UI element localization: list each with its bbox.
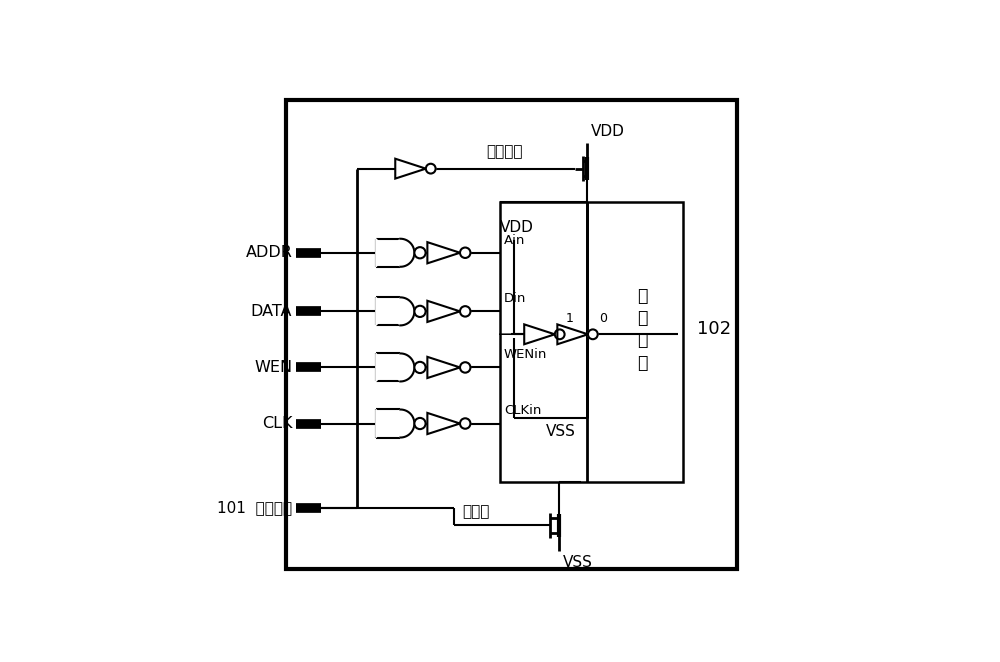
Circle shape (414, 247, 426, 258)
Text: Ain: Ain (504, 234, 525, 247)
Text: CLKin: CLKin (504, 404, 541, 418)
Polygon shape (427, 242, 460, 263)
Circle shape (588, 330, 598, 339)
Circle shape (460, 248, 470, 258)
Polygon shape (524, 324, 555, 344)
Polygon shape (376, 239, 414, 267)
Text: 1: 1 (566, 312, 574, 325)
Text: WEN: WEN (254, 360, 292, 375)
Text: ADDR: ADDR (245, 245, 292, 260)
Polygon shape (376, 354, 414, 381)
Polygon shape (376, 297, 414, 326)
Bar (500, 202, 683, 482)
Text: Din: Din (504, 292, 526, 305)
Text: 101  控制端口: 101 控制端口 (217, 500, 292, 515)
Polygon shape (427, 413, 460, 434)
Text: CLK: CLK (262, 416, 292, 431)
Text: VDD: VDD (500, 220, 534, 235)
Circle shape (426, 164, 436, 173)
Text: 逻
辑
电
路: 逻 辑 电 路 (637, 287, 648, 371)
Circle shape (460, 362, 470, 373)
Text: VSS: VSS (563, 555, 593, 570)
Circle shape (460, 306, 470, 316)
Text: 0: 0 (599, 312, 607, 325)
Circle shape (414, 418, 426, 429)
Text: 电源控制: 电源控制 (486, 144, 522, 160)
Polygon shape (376, 410, 414, 438)
Text: −: − (497, 325, 513, 344)
Polygon shape (427, 301, 460, 322)
Circle shape (414, 306, 426, 317)
Circle shape (460, 418, 470, 429)
Text: 102: 102 (697, 320, 731, 338)
Polygon shape (557, 324, 588, 344)
Polygon shape (395, 159, 426, 179)
Text: VSS: VSS (546, 424, 576, 439)
Bar (286, 100, 737, 569)
Circle shape (414, 362, 426, 373)
Circle shape (555, 330, 565, 339)
Text: WENin: WENin (504, 348, 547, 361)
Text: DATA: DATA (251, 304, 292, 319)
Text: 地控制: 地控制 (462, 504, 490, 520)
Polygon shape (427, 357, 460, 378)
Text: VDD: VDD (591, 124, 625, 139)
